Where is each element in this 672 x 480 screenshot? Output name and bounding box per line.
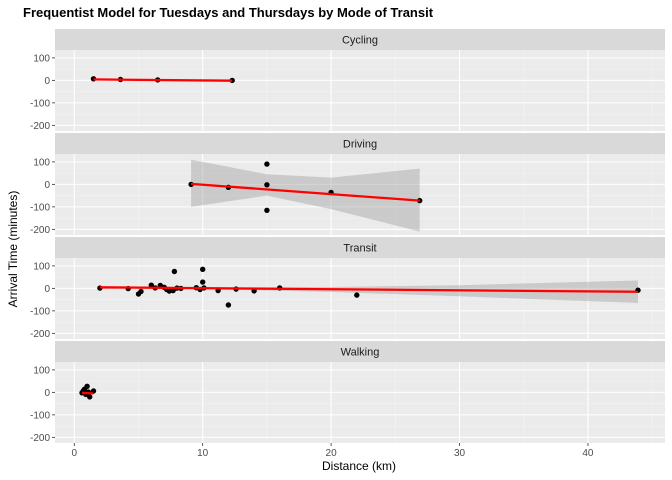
panel-bg-cycling [55,50,665,131]
strip-driving [55,133,665,154]
y-tick-label: -200 [30,121,50,132]
data-point [170,287,176,294]
y-tick-label: 0 [44,76,50,87]
x-axis-title: Distance (km) [322,459,396,473]
x-tick-label: 40 [582,448,594,459]
data-point [148,282,154,288]
data-point [138,288,144,295]
x-tick-label: 0 [71,448,77,459]
strip-label-driving: Driving [343,139,377,151]
y-tick-label: -100 [30,98,50,109]
y-tick-label: 100 [33,365,50,376]
data-point [264,161,270,167]
facet-cycling: Cycling -200 -100 0 100 [30,29,665,132]
y-axis-title: Arrival Time (minutes) [6,191,20,308]
strip-transit [55,237,665,258]
data-point [354,292,360,298]
x-tick-label: 10 [197,448,209,459]
y-tick-label: 100 [33,157,50,168]
confidence-band-driving [191,159,420,232]
y-tick-label: 100 [33,53,50,64]
strip-label-transit: Transit [343,243,376,255]
strip-walking [55,341,665,362]
facet-panels: Cycling-200-1000100Driving-200-1000100Tr… [30,29,665,444]
y-tick-label: 0 [44,388,50,399]
data-point [84,383,90,389]
data-point [264,182,270,188]
data-point [171,268,178,275]
y-tick-label: 0 [44,180,50,191]
strip-cycling [55,29,665,50]
y-tick-label: -100 [30,306,50,317]
y-tick-label: -200 [30,433,50,444]
panel-bg-transit [55,258,665,339]
y-tick-label: 100 [33,261,50,272]
strip-label-cycling: Cycling [342,35,378,47]
x-tick-label: 20 [326,448,338,459]
panel-bg-driving [55,154,665,235]
data-point [264,207,270,213]
regression-line-cycling [93,78,233,82]
confidence-band-transit [99,280,638,303]
strip-label-walking: Walking [341,347,380,359]
facet-driving: Driving -200 -100 0 100 [30,133,665,236]
data-point [200,279,206,285]
chart-title: Frequentist Model for Tuesdays and Thurs… [23,5,434,20]
y-tick-label: -200 [30,225,50,236]
x-axis: 0 10 20 30 40 [71,443,594,459]
y-tick-label: 0 [44,284,50,295]
data-point [87,394,93,400]
regression-line-walking [81,391,94,395]
data-point [225,302,232,308]
facet-walking: Walking -200 -100 0 100 [30,341,665,444]
data-point [200,266,206,272]
y-tick-label: -100 [30,202,50,213]
facet-transit: Transit -200 -100 0 100 [30,237,665,340]
y-tick-label: -200 [30,329,50,340]
x-tick-label: 30 [454,448,466,459]
regression-line-transit [99,286,639,293]
regression-line-driving [191,182,420,202]
y-tick-label: -100 [30,410,50,421]
panel-bg-walking [55,362,665,443]
